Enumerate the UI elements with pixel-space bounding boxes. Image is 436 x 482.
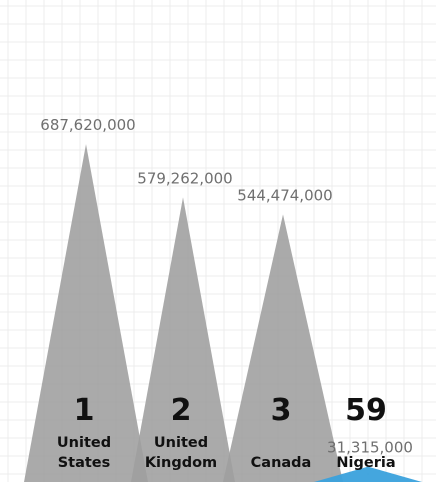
category-label: States [58,455,111,471]
rank-label: 3 [271,393,292,428]
category-label: Nigeria [336,455,395,471]
triangle-nigeria [314,466,422,482]
triangle-united-kingdom [131,197,235,482]
category-label: United [154,435,208,451]
rank-label: 59 [345,393,387,428]
value-label: 687,620,000 [40,116,135,134]
category-label: Kingdom [145,455,217,471]
triangle-marks [24,144,422,482]
triangle-canada [223,214,343,482]
triangle-united-states [24,144,148,482]
value-label: 544,474,000 [237,186,332,204]
category-label: United [57,435,111,451]
rank-label: 1 [74,393,95,428]
value-label: 31,315,000 [327,439,413,457]
labels: 687,620,000 1 United States 579,262,000 2 Unit… [40,116,413,471]
category-label: Canada [251,455,312,471]
value-label: 579,262,000 [137,169,232,187]
rank-label: 2 [171,393,192,428]
